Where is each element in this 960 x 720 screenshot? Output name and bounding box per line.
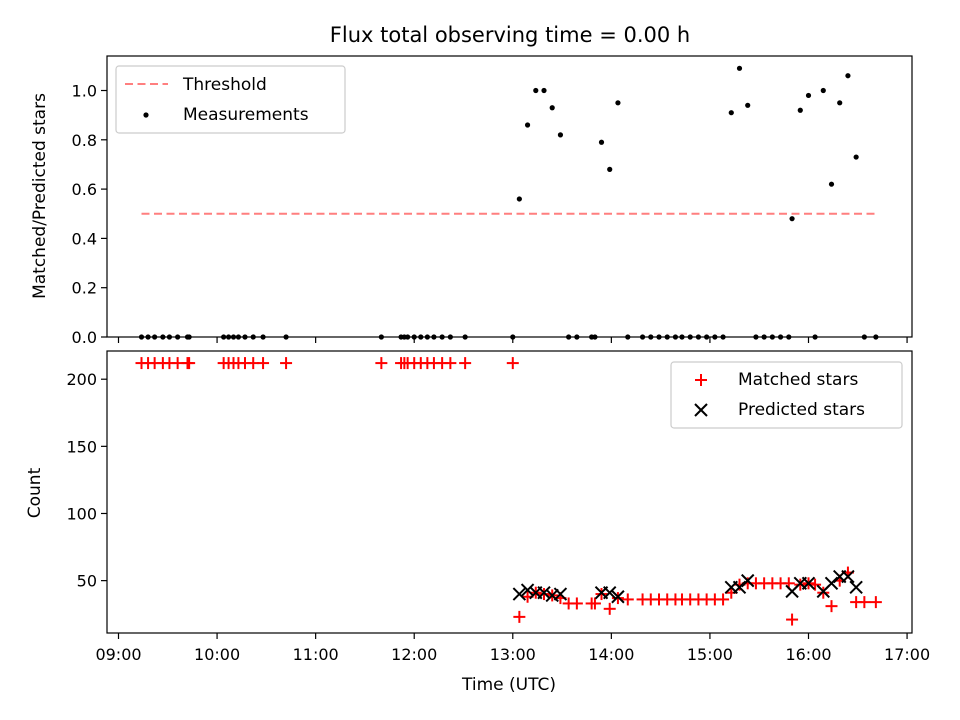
measurement-point — [736, 65, 743, 71]
matched-star-marker — [444, 357, 457, 370]
matched-star-marker — [621, 593, 634, 606]
measurement-point — [728, 110, 734, 116]
measurement-point — [607, 166, 613, 172]
y-tick-label: 50 — [77, 572, 97, 591]
x-tick-label: 15:00 — [687, 645, 733, 664]
matched-star-marker — [459, 357, 472, 370]
legend-measurements-swatch — [143, 112, 149, 118]
bottom-y-ticks: 50 100 150 200 — [66, 370, 107, 591]
measurement-point — [745, 102, 751, 108]
y-tick-label: 0.8 — [72, 131, 97, 150]
matched-star-marker — [603, 602, 616, 615]
x-tick-label: 10:00 — [194, 645, 240, 664]
matched-star-marker — [257, 357, 270, 370]
measurement-point — [828, 181, 835, 187]
bottom-legend: Matched stars Predicted stars — [670, 361, 903, 429]
x-tick-label: 14:00 — [588, 645, 634, 664]
x-tick-label: 17:00 — [884, 645, 930, 664]
x-tick-label: 11:00 — [293, 645, 339, 664]
measurement-point — [524, 122, 531, 128]
x-tick-label: 16:00 — [785, 645, 831, 664]
predicted-star-marker — [732, 580, 747, 595]
top-legend-box — [115, 65, 346, 134]
measurement-point — [797, 107, 803, 113]
predicted-star-marker — [611, 590, 625, 604]
chart-title: Flux total observing time = 0.00 h — [330, 23, 690, 47]
matched-star-points — [135, 357, 882, 626]
y-tick-label: 0.2 — [72, 279, 97, 298]
matched-star-marker — [869, 596, 882, 609]
legend-matched-label: Matched stars — [738, 370, 858, 390]
x-tick-label: 13:00 — [490, 645, 536, 664]
y-tick-label: 0.6 — [72, 180, 97, 199]
predicted-star-marker — [841, 569, 855, 584]
measurement-point — [853, 154, 859, 160]
top-y-axis-label: Matched/Predicted stars — [30, 93, 50, 299]
matched-star-marker — [588, 597, 601, 610]
matched-star-marker — [570, 597, 583, 610]
y-tick-label: 100 — [66, 504, 97, 523]
bottom-plot-frame — [106, 350, 913, 634]
predicted-star-marker — [603, 586, 617, 600]
matched-star-marker — [375, 357, 388, 370]
measurement-point — [805, 92, 812, 99]
matched-star-marker — [825, 600, 838, 613]
y-tick-label: 150 — [66, 437, 97, 456]
x-tick-label: 09:00 — [95, 645, 141, 664]
x-tick-label: 12:00 — [391, 645, 437, 664]
y-tick-label: 200 — [66, 370, 97, 389]
legend-matched-swatch — [695, 374, 707, 386]
matched-star-marker — [183, 357, 196, 370]
matched-star-marker — [513, 610, 526, 623]
predicted-star-marker — [801, 576, 816, 591]
measurement-point — [789, 216, 795, 222]
measurement-point — [541, 87, 547, 94]
measurement-point — [549, 105, 555, 111]
bottom-legend-box — [670, 361, 903, 429]
matched-star-marker — [280, 357, 293, 370]
predicted-star-marker — [741, 573, 755, 588]
measurement-point — [516, 196, 522, 202]
legend-predicted-swatch — [694, 403, 708, 417]
y-tick-label: 1.0 — [72, 82, 97, 101]
predicted-star-marker — [520, 583, 535, 597]
predicted-star-marker — [824, 576, 839, 591]
bottom-y-axis-label: Count — [25, 467, 45, 518]
measurement-point — [837, 100, 843, 106]
matched-star-marker — [858, 596, 871, 609]
predicted-star-marker — [537, 586, 551, 600]
bottom-panel: 50 100 150 200 09:00 10:00 11:00 12:00 13:00 14:… — [25, 350, 930, 695]
predicted-star-marker — [553, 587, 568, 601]
predicted-star-marker — [849, 580, 863, 595]
top-legend: Threshold Measurements — [115, 65, 346, 134]
top-plot-frame — [106, 55, 913, 338]
top-panel: 0.0 0.2 0.4 0.6 0.8 1.0 Matched/Predicted sta… — [30, 55, 913, 347]
measurement-point — [533, 87, 539, 94]
y-tick-label: 0.0 — [72, 328, 97, 347]
y-tick-label: 0.4 — [72, 229, 97, 248]
matched-star-marker — [717, 593, 730, 606]
measurement-point — [845, 73, 851, 79]
measurement-point — [820, 87, 826, 94]
matched-star-marker — [786, 613, 799, 626]
legend-predicted-label: Predicted stars — [738, 400, 865, 420]
predicted-star-points — [512, 569, 863, 604]
measurement-point — [615, 100, 621, 106]
measurement-point — [598, 139, 605, 145]
top-y-ticks: 0.0 0.2 0.4 0.6 0.8 1.0 — [72, 82, 107, 347]
matched-star-marker — [506, 357, 519, 370]
predicted-star-marker — [512, 587, 527, 601]
legend-measurements-label: Measurements — [183, 105, 309, 125]
legend-threshold-label: Threshold — [182, 75, 267, 95]
bottom-x-ticks: 09:00 10:00 11:00 12:00 13:00 14:00 15:00 16:00… — [95, 633, 930, 664]
x-axis-label: Time (UTC) — [461, 675, 556, 695]
measurement-point — [557, 132, 564, 138]
